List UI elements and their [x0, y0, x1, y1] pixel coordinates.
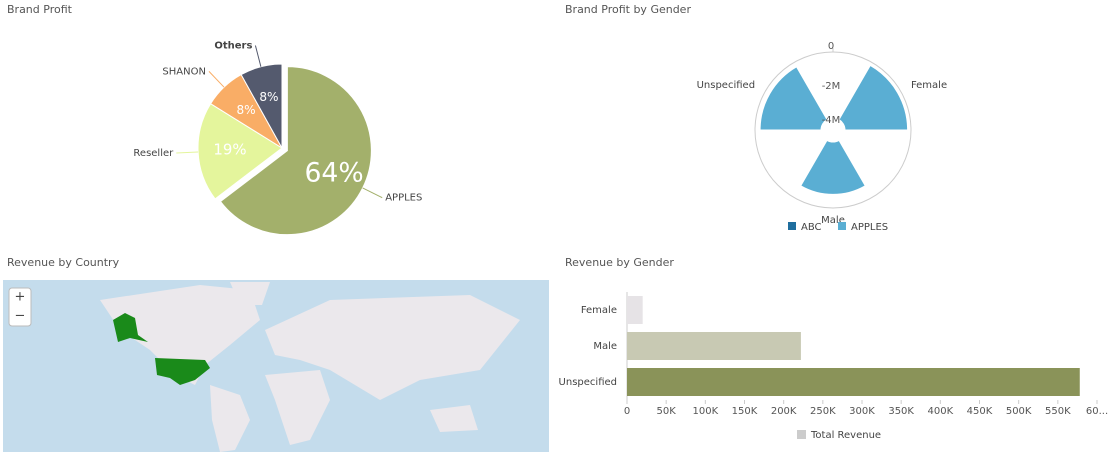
- x-tick-label: 100K: [693, 406, 719, 417]
- x-tick-label: 550K: [1045, 406, 1071, 417]
- leader-line: [254, 45, 262, 67]
- country-alaska: [113, 313, 148, 342]
- land: [210, 385, 250, 452]
- x-tick-label: 50K: [657, 406, 677, 417]
- x-tick-label: 500K: [1006, 406, 1032, 417]
- panel-title: Revenue by Country: [7, 256, 120, 269]
- zoom-control: [8, 287, 32, 327]
- bar: [627, 368, 1080, 396]
- radial-tick-label: -4M: [822, 115, 841, 126]
- radial-tick-label: 0: [828, 41, 834, 52]
- slice-name-label: Reseller: [133, 148, 174, 159]
- land: [230, 282, 270, 305]
- x-tick-label: 250K: [810, 406, 836, 417]
- y-tick-label: Unspecified: [559, 377, 617, 388]
- slice-name-label: APPLES: [385, 193, 422, 204]
- x-tick-label: 450K: [967, 406, 993, 417]
- slice-value-label: 64%: [304, 157, 363, 188]
- legend-label: APPLES: [851, 222, 888, 233]
- pie-slice: [219, 66, 372, 236]
- legend-label: Total Revenue: [810, 430, 881, 441]
- angular-label: Male: [821, 215, 845, 226]
- land: [100, 285, 260, 385]
- legend-label: ABC: [801, 222, 822, 233]
- pie-slice: [197, 103, 283, 200]
- zoom-in[interactable]: +: [15, 290, 26, 305]
- radial-tick-label: -2M: [822, 81, 841, 92]
- angular-label: Unspecified: [697, 80, 755, 91]
- slice-name-label: Others: [214, 41, 252, 52]
- angular-label: Female: [911, 80, 947, 91]
- panel-title: Revenue by Gender: [565, 256, 674, 269]
- y-tick-label: Male: [593, 341, 617, 352]
- slice-value-label: 19%: [213, 140, 246, 158]
- polar-wedge: [759, 66, 828, 131]
- x-tick-label: 0: [624, 406, 630, 417]
- slice-value-label: 8%: [236, 103, 255, 117]
- x-tick-label: 300K: [849, 406, 875, 417]
- panel-title: Brand Profit: [7, 3, 73, 16]
- bar: [627, 296, 643, 324]
- y-tick-label: Female: [581, 305, 617, 316]
- country-usa: [155, 358, 210, 385]
- polar-wedge: [838, 64, 909, 131]
- slice-value-label: 8%: [259, 90, 278, 104]
- legend-swatch: [838, 222, 846, 230]
- land: [430, 405, 478, 432]
- leader-line: [176, 151, 199, 154]
- polar-wedge: [800, 139, 866, 195]
- map: + −: [3, 280, 549, 452]
- x-tick-label: 200K: [771, 406, 797, 417]
- zoom-out[interactable]: −: [15, 309, 26, 324]
- slice-name-label: SHANON: [162, 66, 206, 77]
- x-tick-label: 400K: [928, 406, 954, 417]
- x-tick-label: 60...: [1086, 406, 1108, 417]
- leader-line: [362, 187, 383, 199]
- legend-swatch: [797, 430, 806, 439]
- legend-swatch: [788, 222, 796, 230]
- bar: [627, 332, 801, 360]
- leader-line: [208, 71, 225, 88]
- x-tick-label: 350K: [888, 406, 914, 417]
- panel-title: Brand Profit by Gender: [565, 3, 691, 16]
- land: [265, 370, 330, 445]
- x-tick-label: 150K: [732, 406, 758, 417]
- land: [265, 295, 520, 400]
